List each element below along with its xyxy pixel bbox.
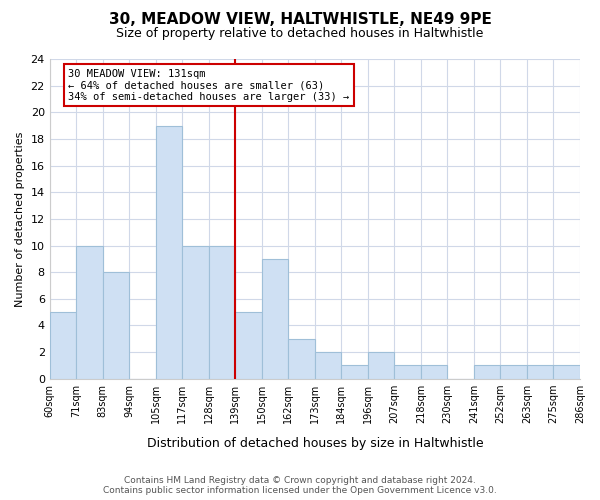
Bar <box>262 259 289 379</box>
Bar <box>76 246 103 379</box>
Bar <box>156 126 182 379</box>
Bar <box>527 366 553 379</box>
Bar <box>368 352 394 379</box>
Bar <box>182 246 209 379</box>
Text: 30, MEADOW VIEW, HALTWHISTLE, NE49 9PE: 30, MEADOW VIEW, HALTWHISTLE, NE49 9PE <box>109 12 491 28</box>
X-axis label: Distribution of detached houses by size in Haltwhistle: Distribution of detached houses by size … <box>146 437 483 450</box>
Bar <box>421 366 448 379</box>
Bar <box>289 339 315 379</box>
Bar <box>50 312 76 379</box>
Bar <box>209 246 235 379</box>
Text: Size of property relative to detached houses in Haltwhistle: Size of property relative to detached ho… <box>116 28 484 40</box>
Y-axis label: Number of detached properties: Number of detached properties <box>15 131 25 306</box>
Bar <box>474 366 500 379</box>
Bar <box>553 366 580 379</box>
Bar <box>103 272 129 379</box>
Text: Contains HM Land Registry data © Crown copyright and database right 2024.
Contai: Contains HM Land Registry data © Crown c… <box>103 476 497 495</box>
Bar <box>500 366 527 379</box>
Bar <box>315 352 341 379</box>
Bar <box>394 366 421 379</box>
Bar <box>235 312 262 379</box>
Bar <box>341 366 368 379</box>
Text: 30 MEADOW VIEW: 131sqm
← 64% of detached houses are smaller (63)
34% of semi-det: 30 MEADOW VIEW: 131sqm ← 64% of detached… <box>68 68 349 102</box>
